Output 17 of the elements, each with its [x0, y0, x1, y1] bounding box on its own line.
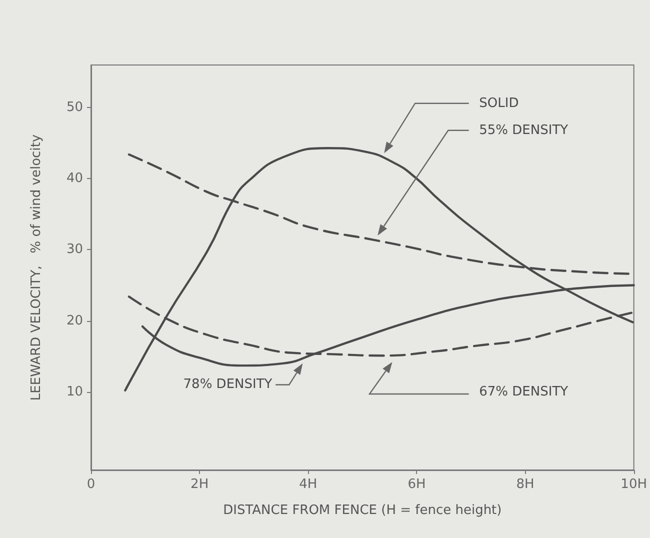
- x-axis-title: DISTANCE FROM FENCE (H = fence height): [223, 503, 502, 518]
- y-tick-label: 30: [66, 242, 83, 258]
- text: 55% DENSITY: [479, 122, 568, 138]
- x-tick-label: 6H: [408, 477, 426, 492]
- x-tick-label: 10H: [620, 477, 648, 492]
- series-label: 78% DENSITY: [183, 377, 272, 392]
- x-tick-label: 2H: [190, 477, 209, 492]
- x-tick-label: 0: [86, 477, 96, 492]
- text: SOLID: [479, 96, 519, 111]
- y-tick-label: 40: [66, 171, 83, 186]
- x-tick-label: 8H: [516, 477, 534, 492]
- y-tick-label: 10: [66, 384, 83, 400]
- y-tick-label: 50: [66, 100, 83, 116]
- text: 67% DENSITY: [479, 384, 568, 400]
- y-tick-label: 20: [66, 313, 83, 328]
- x-tick-label: 4H: [299, 477, 318, 492]
- y-axis-title: LEEWARD VELOCITY, % of wind velocity: [29, 134, 44, 401]
